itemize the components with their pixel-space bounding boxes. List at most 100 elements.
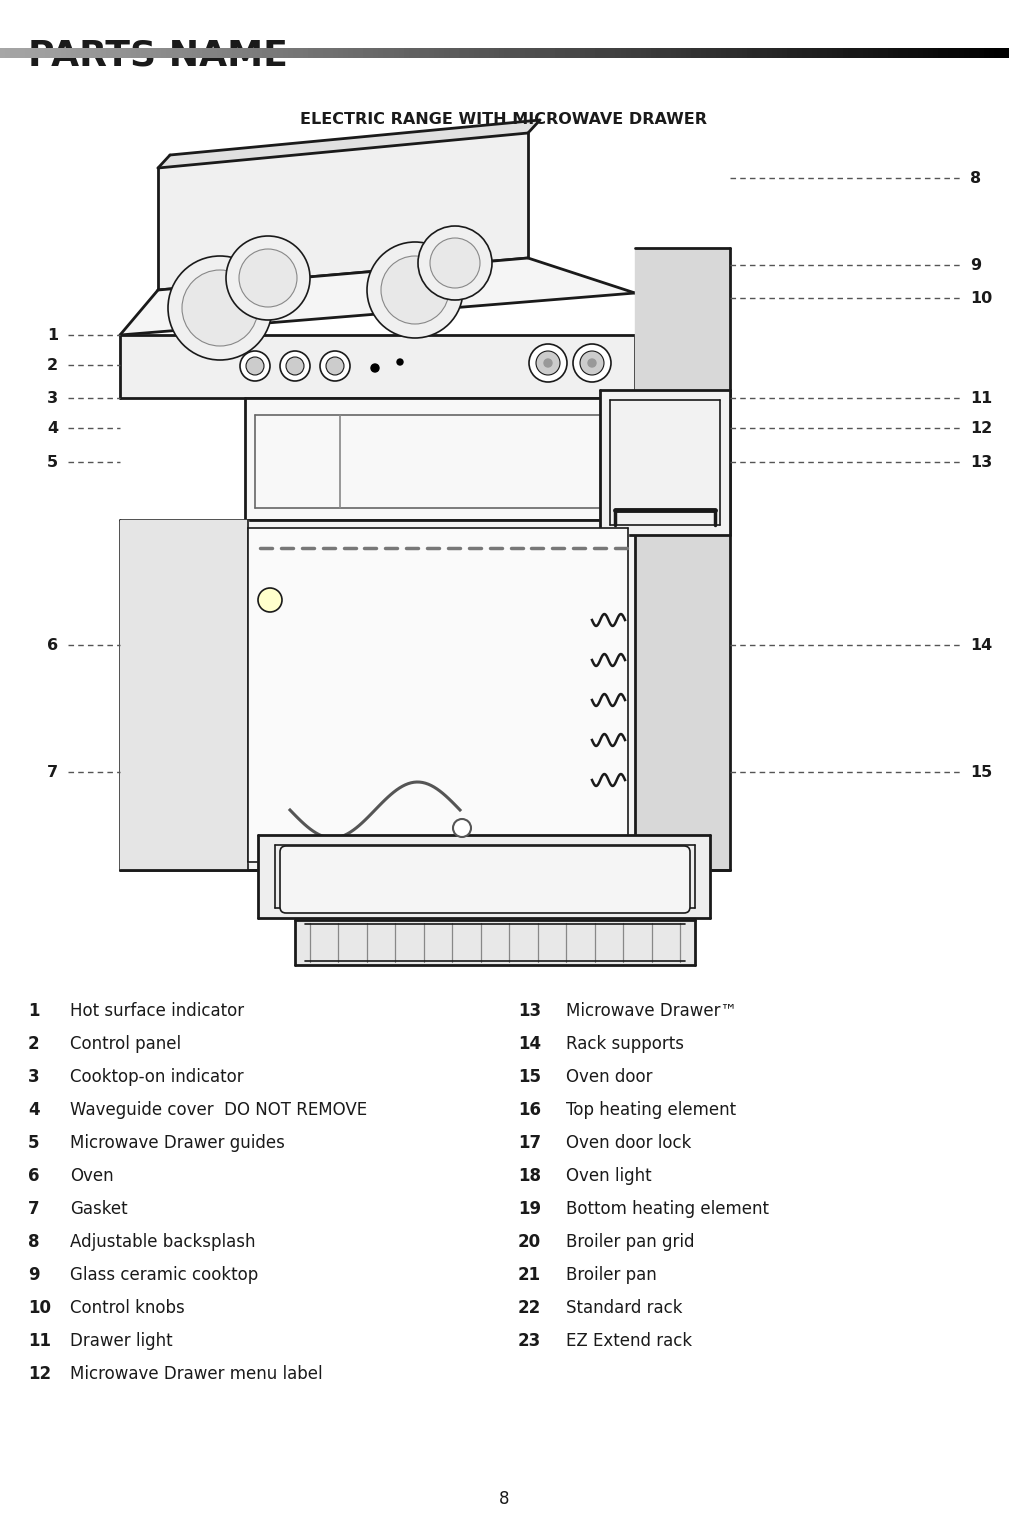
Text: EZ Extend rack: EZ Extend rack <box>566 1332 692 1350</box>
Circle shape <box>529 344 567 382</box>
Polygon shape <box>120 520 635 871</box>
Text: Standard rack: Standard rack <box>566 1299 682 1317</box>
Polygon shape <box>600 390 730 536</box>
Text: 13: 13 <box>970 455 992 469</box>
Circle shape <box>544 360 552 367</box>
Circle shape <box>246 356 264 375</box>
Text: Control panel: Control panel <box>70 1035 182 1053</box>
Circle shape <box>281 350 310 381</box>
Text: 8: 8 <box>970 170 981 185</box>
Text: 8: 8 <box>28 1233 39 1252</box>
Polygon shape <box>245 397 635 520</box>
Text: 7: 7 <box>28 1200 39 1218</box>
Text: 3: 3 <box>46 390 58 405</box>
Text: 1: 1 <box>46 328 58 343</box>
Text: 12: 12 <box>28 1365 51 1384</box>
Text: 18: 18 <box>518 1167 541 1185</box>
Text: Microwave Drawer menu label: Microwave Drawer menu label <box>70 1365 323 1384</box>
Polygon shape <box>258 834 710 918</box>
Text: 17: 17 <box>518 1135 541 1151</box>
Circle shape <box>367 243 463 338</box>
Text: 11: 11 <box>970 390 992 405</box>
Circle shape <box>371 364 379 372</box>
Text: 6: 6 <box>28 1167 39 1185</box>
Text: 5: 5 <box>28 1135 39 1151</box>
Circle shape <box>536 350 560 375</box>
Circle shape <box>381 256 449 325</box>
Text: 4: 4 <box>46 420 58 435</box>
Text: Oven door: Oven door <box>566 1068 653 1086</box>
Text: 22: 22 <box>518 1299 541 1317</box>
Circle shape <box>588 360 596 367</box>
Text: 11: 11 <box>28 1332 51 1350</box>
Circle shape <box>326 356 344 375</box>
Text: 16: 16 <box>518 1101 541 1120</box>
Text: 6: 6 <box>46 637 58 652</box>
Text: Oven door lock: Oven door lock <box>566 1135 691 1151</box>
Circle shape <box>397 360 403 366</box>
Circle shape <box>240 350 270 381</box>
Circle shape <box>320 350 350 381</box>
Text: Broiler pan grid: Broiler pan grid <box>566 1233 694 1252</box>
Text: Oven light: Oven light <box>566 1167 652 1185</box>
Circle shape <box>239 249 297 306</box>
Text: ELECTRIC RANGE WITH MICROWAVE DRAWER: ELECTRIC RANGE WITH MICROWAVE DRAWER <box>301 112 707 127</box>
Polygon shape <box>120 258 635 335</box>
Text: Microwave Drawer™: Microwave Drawer™ <box>566 1003 738 1019</box>
Text: Broiler pan: Broiler pan <box>566 1267 657 1283</box>
Circle shape <box>182 270 258 346</box>
Text: 13: 13 <box>518 1003 541 1019</box>
Text: 14: 14 <box>518 1035 541 1053</box>
Text: 3: 3 <box>28 1068 39 1086</box>
Text: Cooktop-on indicator: Cooktop-on indicator <box>70 1068 243 1086</box>
Text: 9: 9 <box>970 258 981 273</box>
Text: 10: 10 <box>28 1299 51 1317</box>
Circle shape <box>430 238 480 288</box>
Circle shape <box>286 356 304 375</box>
Polygon shape <box>120 520 248 871</box>
Polygon shape <box>248 528 628 862</box>
Text: 14: 14 <box>970 637 992 652</box>
Circle shape <box>573 344 611 382</box>
Text: 5: 5 <box>46 455 58 469</box>
Polygon shape <box>120 335 635 397</box>
Text: 8: 8 <box>498 1490 510 1508</box>
Text: 20: 20 <box>518 1233 541 1252</box>
Circle shape <box>258 589 282 611</box>
Text: 7: 7 <box>46 765 58 780</box>
Circle shape <box>580 350 604 375</box>
Text: 15: 15 <box>518 1068 541 1086</box>
Circle shape <box>418 226 492 300</box>
Polygon shape <box>158 120 540 168</box>
Text: Microwave Drawer guides: Microwave Drawer guides <box>70 1135 285 1151</box>
Circle shape <box>226 237 310 320</box>
Text: Waveguide cover  DO NOT REMOVE: Waveguide cover DO NOT REMOVE <box>70 1101 367 1120</box>
Polygon shape <box>635 247 730 871</box>
Text: 1: 1 <box>28 1003 39 1019</box>
Text: 4: 4 <box>28 1101 39 1120</box>
Text: 23: 23 <box>518 1332 541 1350</box>
Text: 19: 19 <box>518 1200 541 1218</box>
Text: Drawer light: Drawer light <box>70 1332 173 1350</box>
Text: 15: 15 <box>970 765 992 780</box>
Circle shape <box>169 256 272 360</box>
Text: Hot surface indicator: Hot surface indicator <box>70 1003 244 1019</box>
Text: Glass ceramic cooktop: Glass ceramic cooktop <box>70 1267 258 1283</box>
Text: Adjustable backsplash: Adjustable backsplash <box>70 1233 255 1252</box>
Text: Bottom heating element: Bottom heating element <box>566 1200 769 1218</box>
Text: 21: 21 <box>518 1267 541 1283</box>
Text: Rack supports: Rack supports <box>566 1035 684 1053</box>
Text: 2: 2 <box>46 358 58 373</box>
Text: Top heating element: Top heating element <box>566 1101 737 1120</box>
Text: Gasket: Gasket <box>70 1200 127 1218</box>
Text: 2: 2 <box>28 1035 39 1053</box>
Text: 10: 10 <box>970 290 992 305</box>
Text: Control knobs: Control knobs <box>70 1299 185 1317</box>
Text: Oven: Oven <box>70 1167 114 1185</box>
FancyBboxPatch shape <box>281 846 690 913</box>
Text: 9: 9 <box>28 1267 39 1283</box>
Text: 12: 12 <box>970 420 992 435</box>
Polygon shape <box>158 133 528 290</box>
Polygon shape <box>295 919 695 965</box>
Circle shape <box>453 819 471 837</box>
